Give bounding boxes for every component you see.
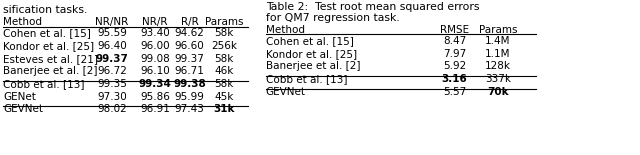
Text: Cobb et al. [13]: Cobb et al. [13] [266, 74, 347, 84]
Text: 96.10: 96.10 [140, 66, 170, 76]
Text: Banerjee et al. [2]: Banerjee et al. [2] [3, 66, 98, 76]
Text: 96.00: 96.00 [140, 41, 170, 51]
Text: 99.08: 99.08 [140, 54, 170, 64]
Text: 95.59: 95.59 [97, 28, 127, 38]
Text: 99.34: 99.34 [138, 79, 172, 89]
Text: 256k: 256k [211, 41, 237, 51]
Text: 58k: 58k [214, 28, 234, 38]
Text: RMSE: RMSE [440, 25, 469, 35]
Text: 96.91: 96.91 [140, 104, 170, 115]
Text: 93.40: 93.40 [140, 28, 170, 38]
Text: 95.86: 95.86 [140, 92, 170, 102]
Text: 98.02: 98.02 [97, 104, 127, 115]
Text: Table 2:  Test root mean squared errors: Table 2: Test root mean squared errors [266, 2, 479, 12]
Text: 31k: 31k [213, 104, 235, 115]
Text: Cohen et al. [15]: Cohen et al. [15] [266, 36, 353, 46]
Text: Kondor et al. [25]: Kondor et al. [25] [3, 41, 94, 51]
Text: 128k: 128k [485, 61, 511, 71]
Text: GENet: GENet [3, 92, 36, 102]
Text: 8.47: 8.47 [443, 36, 466, 46]
Text: 45k: 45k [214, 92, 234, 102]
Text: 96.60: 96.60 [175, 41, 204, 51]
Text: 58k: 58k [214, 79, 234, 89]
Text: 7.97: 7.97 [443, 49, 466, 59]
Text: 58k: 58k [214, 54, 234, 64]
Text: 99.38: 99.38 [173, 79, 206, 89]
Text: 70k: 70k [487, 87, 509, 97]
Text: NR/NR: NR/NR [95, 17, 129, 27]
Text: 97.43: 97.43 [175, 104, 204, 115]
Text: 1.4M: 1.4M [485, 36, 511, 46]
Text: 96.72: 96.72 [97, 66, 127, 76]
Text: Method: Method [3, 17, 42, 27]
Text: 5.92: 5.92 [443, 61, 466, 71]
Text: Params: Params [479, 25, 517, 35]
Text: 46k: 46k [214, 66, 234, 76]
Text: 95.99: 95.99 [175, 92, 204, 102]
Text: sification tasks.: sification tasks. [3, 5, 88, 15]
Text: Kondor et al. [25]: Kondor et al. [25] [266, 49, 356, 59]
Text: Params: Params [205, 17, 243, 27]
Text: 3.16: 3.16 [442, 74, 467, 84]
Text: 5.57: 5.57 [443, 87, 466, 97]
Text: Esteves et al. [21]: Esteves et al. [21] [3, 54, 98, 64]
Text: NR/R: NR/R [142, 17, 168, 27]
Text: 96.71: 96.71 [175, 66, 204, 76]
Text: Cohen et al. [15]: Cohen et al. [15] [3, 28, 91, 38]
Text: 94.62: 94.62 [175, 28, 204, 38]
Text: 96.40: 96.40 [97, 41, 127, 51]
Text: 99.37: 99.37 [175, 54, 204, 64]
Text: Method: Method [266, 25, 305, 35]
Text: 99.37: 99.37 [95, 54, 129, 64]
Text: R/R: R/R [180, 17, 198, 27]
Text: 337k: 337k [485, 74, 511, 84]
Text: for QM7 regression task.: for QM7 regression task. [266, 13, 399, 23]
Text: Cobb et al. [13]: Cobb et al. [13] [3, 79, 84, 89]
Text: 97.30: 97.30 [97, 92, 127, 102]
Text: 99.35: 99.35 [97, 79, 127, 89]
Text: GEVNet: GEVNet [266, 87, 306, 97]
Text: 1.1M: 1.1M [485, 49, 511, 59]
Text: GEVNet: GEVNet [3, 104, 44, 115]
Text: Banerjee et al. [2]: Banerjee et al. [2] [266, 61, 360, 71]
